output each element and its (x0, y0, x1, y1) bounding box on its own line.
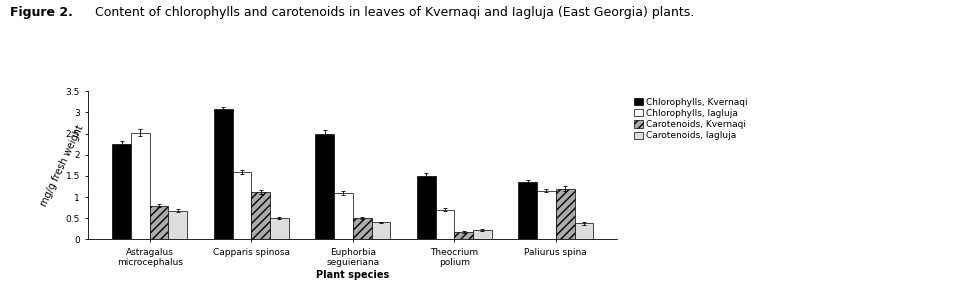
Bar (251, 192, 270, 239)
Bar (556, 189, 574, 239)
Bar (232, 172, 251, 239)
Bar (113, 144, 131, 239)
Bar (371, 223, 390, 239)
Bar (574, 223, 593, 239)
Bar (353, 218, 371, 239)
Bar (455, 232, 473, 239)
Bar (131, 133, 150, 239)
Bar (270, 218, 289, 239)
Bar (473, 230, 492, 239)
Bar (214, 109, 232, 239)
Text: Content of chlorophylls and carotenoids in leaves of Kvernaqi and Iagluja (East : Content of chlorophylls and carotenoids … (91, 6, 695, 19)
Y-axis label: mg/g fresh weight: mg/g fresh weight (39, 123, 86, 208)
Bar (435, 210, 455, 239)
X-axis label: Plant species: Plant species (317, 270, 389, 280)
Bar (537, 191, 556, 239)
Bar (334, 193, 353, 239)
Bar (150, 205, 169, 239)
Legend: Chlorophylls, Kvernaqi, Chlorophylls, Iagluja, Carotenoids, Kvernaqi, Carotenoid: Chlorophylls, Kvernaqi, Chlorophylls, Ia… (632, 96, 750, 142)
Bar (518, 182, 537, 239)
Bar (316, 134, 334, 239)
Bar (169, 211, 187, 239)
Bar (416, 176, 435, 239)
Text: Figure 2.: Figure 2. (10, 6, 73, 19)
